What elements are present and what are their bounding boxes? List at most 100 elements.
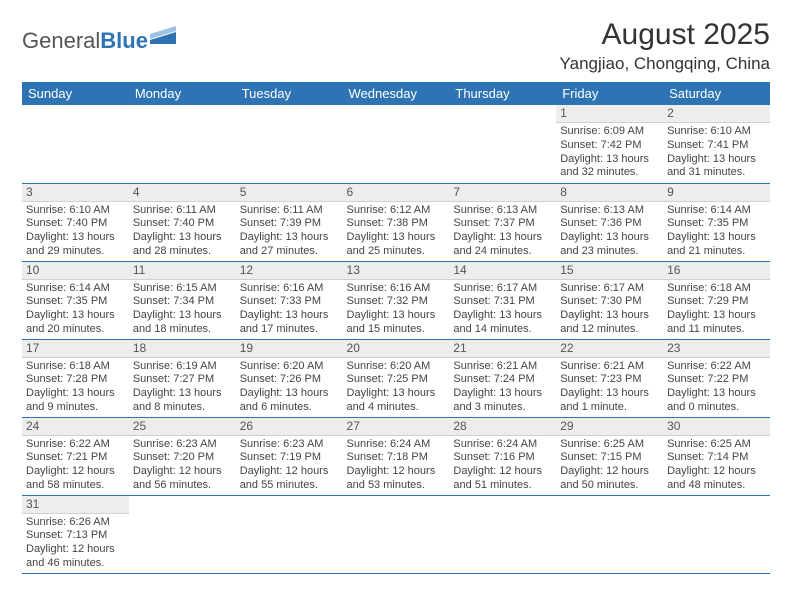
sunrise-text: Sunrise: 6:19 AM	[133, 360, 232, 374]
calendar-day-cell: 13Sunrise: 6:16 AMSunset: 7:32 PMDayligh…	[343, 261, 450, 339]
calendar-day-cell: 27Sunrise: 6:24 AMSunset: 7:18 PMDayligh…	[343, 417, 450, 495]
daylight-text: Daylight: 13 hours and 9 minutes.	[26, 387, 125, 415]
calendar-day-cell: 31Sunrise: 6:26 AMSunset: 7:13 PMDayligh…	[22, 495, 129, 573]
day-number: 25	[129, 418, 236, 436]
day-number: 17	[22, 340, 129, 358]
calendar-day-cell: 5Sunrise: 6:11 AMSunset: 7:39 PMDaylight…	[236, 183, 343, 261]
weekday-friday: Friday	[556, 82, 663, 105]
day-details: Sunrise: 6:25 AMSunset: 7:14 PMDaylight:…	[663, 436, 770, 493]
day-number: 3	[22, 184, 129, 202]
day-details	[449, 107, 556, 109]
sunrise-text: Sunrise: 6:10 AM	[667, 125, 766, 139]
sunset-text: Sunset: 7:22 PM	[667, 373, 766, 387]
sunset-text: Sunset: 7:23 PM	[560, 373, 659, 387]
sunrise-text: Sunrise: 6:25 AM	[560, 438, 659, 452]
day-details: Sunrise: 6:12 AMSunset: 7:38 PMDaylight:…	[343, 202, 450, 259]
calendar-day-cell: 10Sunrise: 6:14 AMSunset: 7:35 PMDayligh…	[22, 261, 129, 339]
sunset-text: Sunset: 7:13 PM	[26, 529, 125, 543]
day-number: 4	[129, 184, 236, 202]
calendar-day-cell: 1Sunrise: 6:09 AMSunset: 7:42 PMDaylight…	[556, 105, 663, 183]
day-details: Sunrise: 6:19 AMSunset: 7:27 PMDaylight:…	[129, 358, 236, 415]
day-details: Sunrise: 6:18 AMSunset: 7:28 PMDaylight:…	[22, 358, 129, 415]
calendar-day-cell: 25Sunrise: 6:23 AMSunset: 7:20 PMDayligh…	[129, 417, 236, 495]
calendar-day-cell: 30Sunrise: 6:25 AMSunset: 7:14 PMDayligh…	[663, 417, 770, 495]
sunrise-text: Sunrise: 6:24 AM	[347, 438, 446, 452]
day-number: 2	[663, 105, 770, 123]
day-details: Sunrise: 6:10 AMSunset: 7:40 PMDaylight:…	[22, 202, 129, 259]
calendar-day-cell: 19Sunrise: 6:20 AMSunset: 7:26 PMDayligh…	[236, 339, 343, 417]
calendar-day-cell: 24Sunrise: 6:22 AMSunset: 7:21 PMDayligh…	[22, 417, 129, 495]
day-number: 14	[449, 262, 556, 280]
daylight-text: Daylight: 12 hours and 51 minutes.	[453, 465, 552, 493]
sunset-text: Sunset: 7:30 PM	[560, 295, 659, 309]
location-label: Yangjiao, Chongqing, China	[560, 54, 770, 74]
calendar-day-cell	[129, 495, 236, 573]
calendar-week-row: 10Sunrise: 6:14 AMSunset: 7:35 PMDayligh…	[22, 261, 770, 339]
sunrise-text: Sunrise: 6:16 AM	[347, 282, 446, 296]
sunset-text: Sunset: 7:28 PM	[26, 373, 125, 387]
sunrise-text: Sunrise: 6:17 AM	[560, 282, 659, 296]
daylight-text: Daylight: 13 hours and 18 minutes.	[133, 309, 232, 337]
logo-flag-icon	[150, 26, 176, 44]
page-header: GeneralBlue August 2025 Yangjiao, Chongq…	[22, 18, 770, 74]
sunrise-text: Sunrise: 6:17 AM	[453, 282, 552, 296]
daylight-text: Daylight: 13 hours and 20 minutes.	[26, 309, 125, 337]
sunrise-text: Sunrise: 6:10 AM	[26, 204, 125, 218]
day-details: Sunrise: 6:18 AMSunset: 7:29 PMDaylight:…	[663, 280, 770, 337]
calendar-day-cell: 28Sunrise: 6:24 AMSunset: 7:16 PMDayligh…	[449, 417, 556, 495]
sunrise-text: Sunrise: 6:24 AM	[453, 438, 552, 452]
calendar-day-cell: 3Sunrise: 6:10 AMSunset: 7:40 PMDaylight…	[22, 183, 129, 261]
sunrise-text: Sunrise: 6:23 AM	[240, 438, 339, 452]
sunset-text: Sunset: 7:29 PM	[667, 295, 766, 309]
month-title: August 2025	[560, 18, 770, 52]
weekday-tuesday: Tuesday	[236, 82, 343, 105]
sunset-text: Sunset: 7:33 PM	[240, 295, 339, 309]
day-details	[22, 107, 129, 109]
sunrise-text: Sunrise: 6:20 AM	[240, 360, 339, 374]
calendar-week-row: 1Sunrise: 6:09 AMSunset: 7:42 PMDaylight…	[22, 105, 770, 183]
calendar-day-cell: 21Sunrise: 6:21 AMSunset: 7:24 PMDayligh…	[449, 339, 556, 417]
sunrise-text: Sunrise: 6:13 AM	[453, 204, 552, 218]
sunrise-text: Sunrise: 6:14 AM	[26, 282, 125, 296]
daylight-text: Daylight: 13 hours and 21 minutes.	[667, 231, 766, 259]
daylight-text: Daylight: 13 hours and 11 minutes.	[667, 309, 766, 337]
day-number: 1	[556, 105, 663, 123]
day-number: 16	[663, 262, 770, 280]
sunrise-text: Sunrise: 6:22 AM	[26, 438, 125, 452]
day-details: Sunrise: 6:22 AMSunset: 7:21 PMDaylight:…	[22, 436, 129, 493]
calendar-week-row: 31Sunrise: 6:26 AMSunset: 7:13 PMDayligh…	[22, 495, 770, 573]
day-details: Sunrise: 6:24 AMSunset: 7:16 PMDaylight:…	[449, 436, 556, 493]
sunrise-text: Sunrise: 6:20 AM	[347, 360, 446, 374]
day-details	[236, 498, 343, 500]
day-details: Sunrise: 6:24 AMSunset: 7:18 PMDaylight:…	[343, 436, 450, 493]
day-details: Sunrise: 6:20 AMSunset: 7:26 PMDaylight:…	[236, 358, 343, 415]
daylight-text: Daylight: 13 hours and 25 minutes.	[347, 231, 446, 259]
calendar-week-row: 3Sunrise: 6:10 AMSunset: 7:40 PMDaylight…	[22, 183, 770, 261]
daylight-text: Daylight: 13 hours and 17 minutes.	[240, 309, 339, 337]
daylight-text: Daylight: 12 hours and 55 minutes.	[240, 465, 339, 493]
day-number: 11	[129, 262, 236, 280]
sunset-text: Sunset: 7:40 PM	[26, 217, 125, 231]
calendar-day-cell	[449, 495, 556, 573]
day-details: Sunrise: 6:16 AMSunset: 7:32 PMDaylight:…	[343, 280, 450, 337]
sunrise-text: Sunrise: 6:18 AM	[667, 282, 766, 296]
sunset-text: Sunset: 7:26 PM	[240, 373, 339, 387]
day-details: Sunrise: 6:10 AMSunset: 7:41 PMDaylight:…	[663, 123, 770, 180]
day-details	[343, 498, 450, 500]
day-number: 21	[449, 340, 556, 358]
sunset-text: Sunset: 7:42 PM	[560, 139, 659, 153]
daylight-text: Daylight: 13 hours and 14 minutes.	[453, 309, 552, 337]
daylight-text: Daylight: 13 hours and 0 minutes.	[667, 387, 766, 415]
sunset-text: Sunset: 7:27 PM	[133, 373, 232, 387]
day-number: 29	[556, 418, 663, 436]
sunrise-text: Sunrise: 6:25 AM	[667, 438, 766, 452]
day-details	[129, 498, 236, 500]
sunrise-text: Sunrise: 6:26 AM	[26, 516, 125, 530]
daylight-text: Daylight: 13 hours and 27 minutes.	[240, 231, 339, 259]
calendar-day-cell: 26Sunrise: 6:23 AMSunset: 7:19 PMDayligh…	[236, 417, 343, 495]
day-details	[449, 498, 556, 500]
day-details	[663, 498, 770, 500]
day-details: Sunrise: 6:26 AMSunset: 7:13 PMDaylight:…	[22, 514, 129, 571]
day-number: 30	[663, 418, 770, 436]
sunrise-text: Sunrise: 6:23 AM	[133, 438, 232, 452]
